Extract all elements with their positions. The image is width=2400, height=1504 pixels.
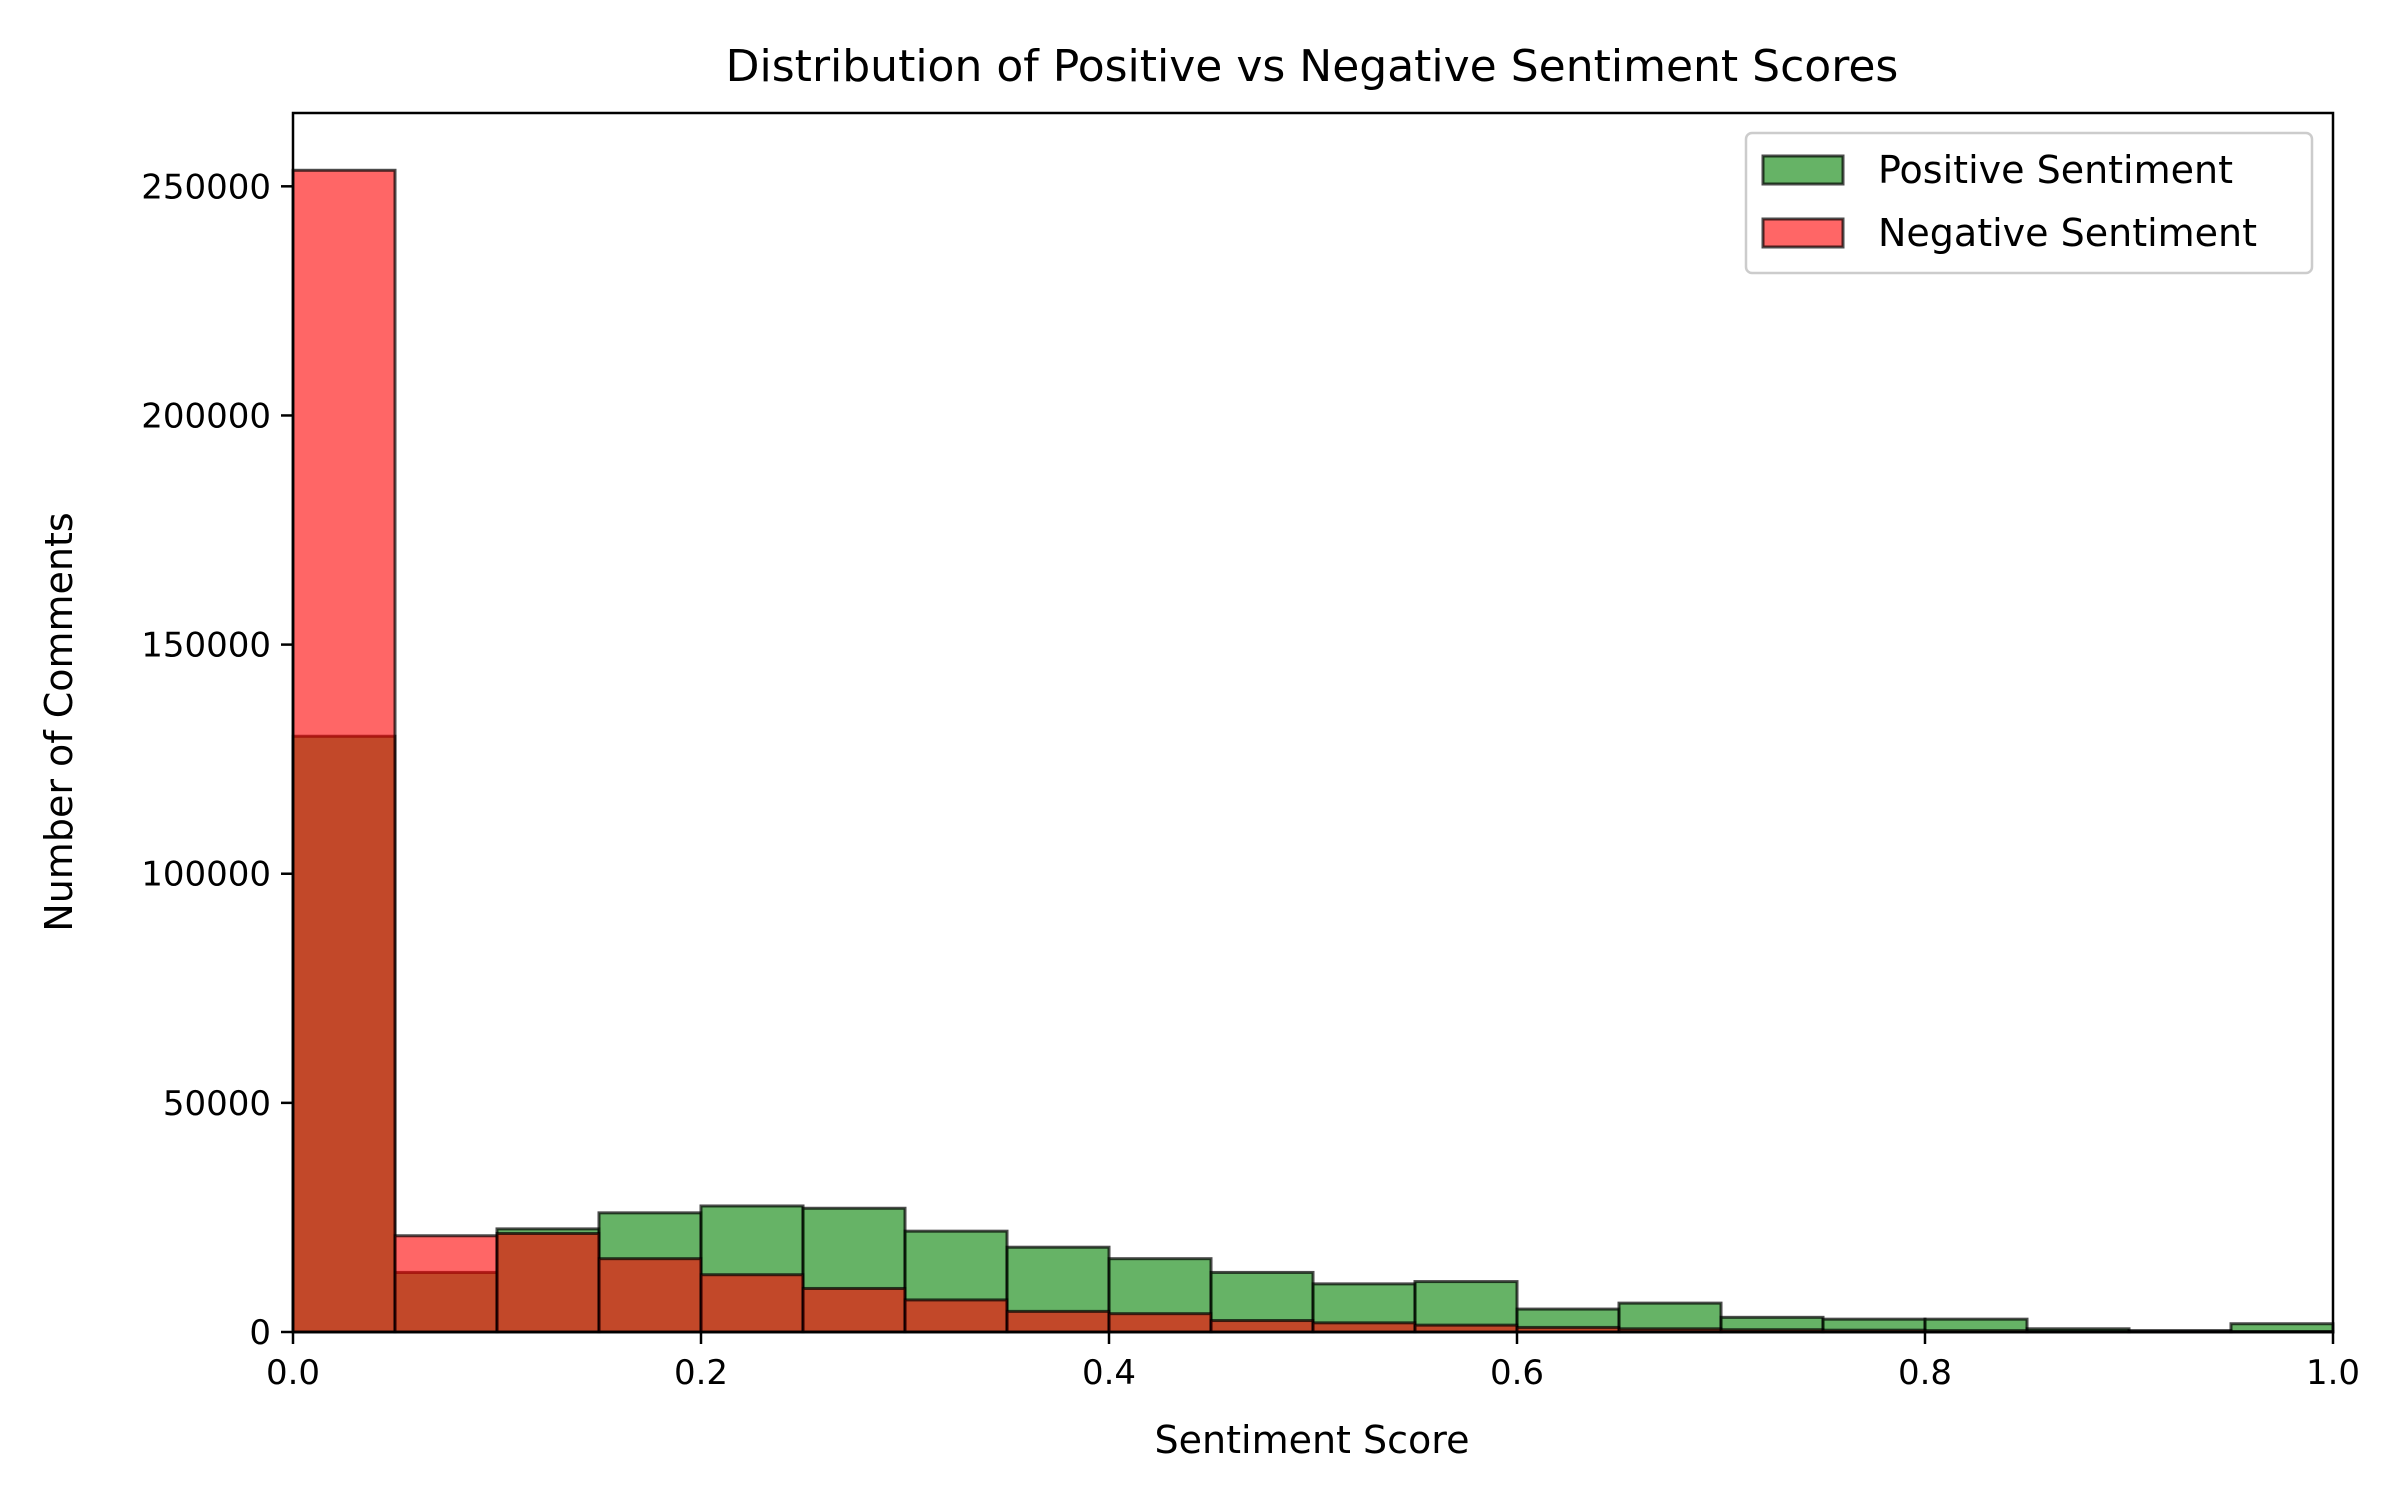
negative-sentiment-bar-5	[803, 1288, 905, 1332]
negative-sentiment-bar-8	[1109, 1314, 1211, 1332]
legend-swatch-negative-sentiment	[1763, 219, 1843, 247]
negative-sentiment-bar-3	[599, 1259, 701, 1332]
x-tick-label: 0.4	[1082, 1353, 1136, 1393]
y-tick-label: 200000	[141, 396, 271, 436]
negative-sentiment-bar-10	[1313, 1323, 1415, 1332]
legend-swatch-positive-sentiment	[1763, 156, 1843, 184]
legend-label-positive-sentiment: Positive Sentiment	[1878, 148, 2233, 192]
chart-title: Distribution of Positive vs Negative Sen…	[726, 41, 1899, 92]
negative-sentiment-bar-1	[395, 1236, 497, 1332]
negative-sentiment-bar-7	[1007, 1311, 1109, 1332]
y-tick-label: 50000	[163, 1084, 271, 1124]
y-tick-label: 250000	[141, 167, 271, 207]
negative-sentiment-bar-0	[293, 170, 395, 1332]
y-tick-label: 0	[249, 1313, 271, 1353]
legend-label-negative-sentiment: Negative Sentiment	[1878, 211, 2257, 255]
negative-sentiment-bar-2	[497, 1233, 599, 1332]
x-tick-label: 1.0	[2306, 1353, 2360, 1393]
negative-sentiment-bar-4	[701, 1275, 803, 1332]
x-tick-label: 0.6	[1490, 1353, 1544, 1393]
y-tick-label: 150000	[141, 626, 271, 666]
negative-sentiment-bar-6	[905, 1300, 1007, 1332]
y-tick-label: 100000	[141, 855, 271, 895]
y-axis-label: Number of Comments	[37, 512, 81, 931]
x-tick-label: 0.2	[674, 1353, 728, 1393]
x-axis-label: Sentiment Score	[1155, 1418, 1470, 1462]
x-tick-label: 0.0	[266, 1353, 320, 1393]
x-tick-label: 0.8	[1898, 1353, 1952, 1393]
negative-sentiment-bar-9	[1211, 1321, 1313, 1332]
legend: Positive Sentiment Negative Sentiment	[1746, 133, 2312, 273]
